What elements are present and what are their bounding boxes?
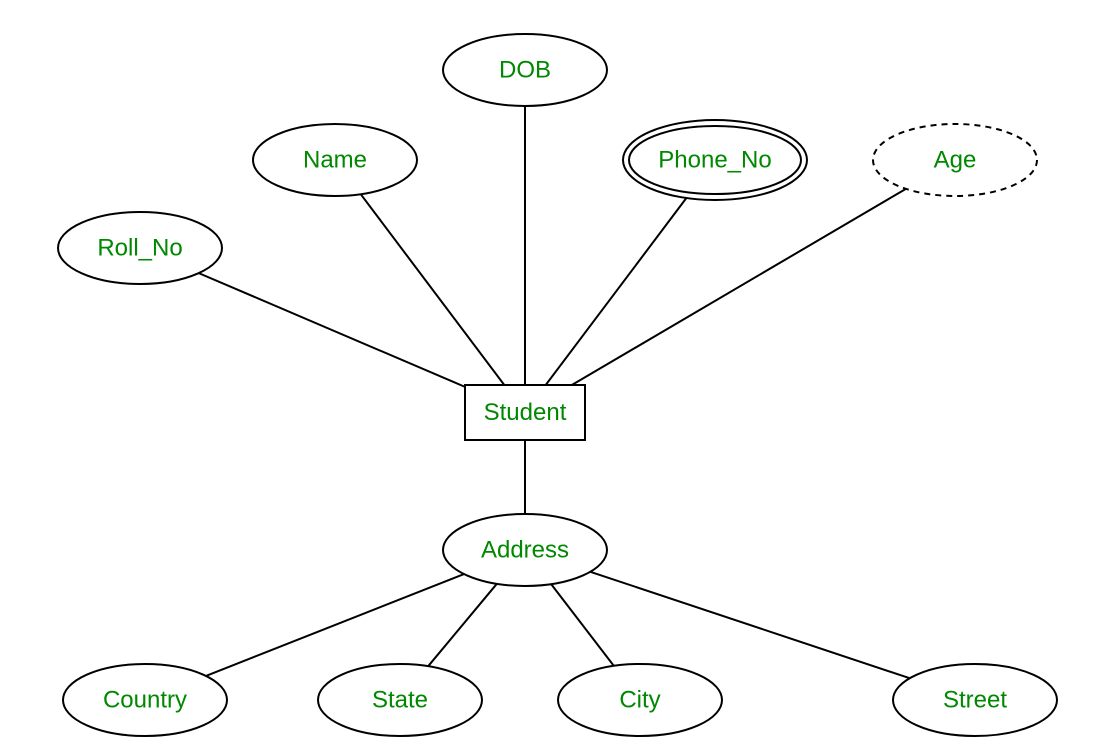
attribute-label: Age [934,146,977,173]
edge-student-phone_no [546,198,687,385]
attribute-label: Country [103,686,187,713]
entity-student: Student [465,385,585,440]
entity-label: Student [484,399,567,426]
attribute-label: State [372,686,428,713]
er-diagram-canvas: Student Roll_No Name DOB Phone_No Age Address C… [0,0,1112,753]
attribute-age: Age [873,124,1037,196]
attribute-phone_no: Phone_No [623,120,807,200]
edge-address-street [590,572,909,678]
edge-address-state [428,584,497,666]
attribute-address: Address [443,514,607,586]
attribute-label: City [619,686,660,713]
edge-student-name [361,194,505,385]
attribute-dob: DOB [443,34,607,106]
attribute-label: DOB [499,56,551,83]
attribute-label: Phone_No [658,146,771,173]
attribute-country: Country [63,664,227,736]
attribute-label: Address [481,536,569,563]
attribute-label: Name [303,146,367,173]
attribute-label: Street [943,686,1007,713]
edge-address-city [551,584,614,666]
edge-student-roll_no [199,273,465,387]
edge-student-age [572,189,906,385]
attribute-city: City [558,664,722,736]
attribute-street: Street [893,664,1057,736]
attribute-label: Roll_No [97,234,182,261]
attribute-roll_no: Roll_No [58,212,222,284]
attribute-state: State [318,664,482,736]
edge-address-country [206,574,464,676]
attribute-name: Name [253,124,417,196]
